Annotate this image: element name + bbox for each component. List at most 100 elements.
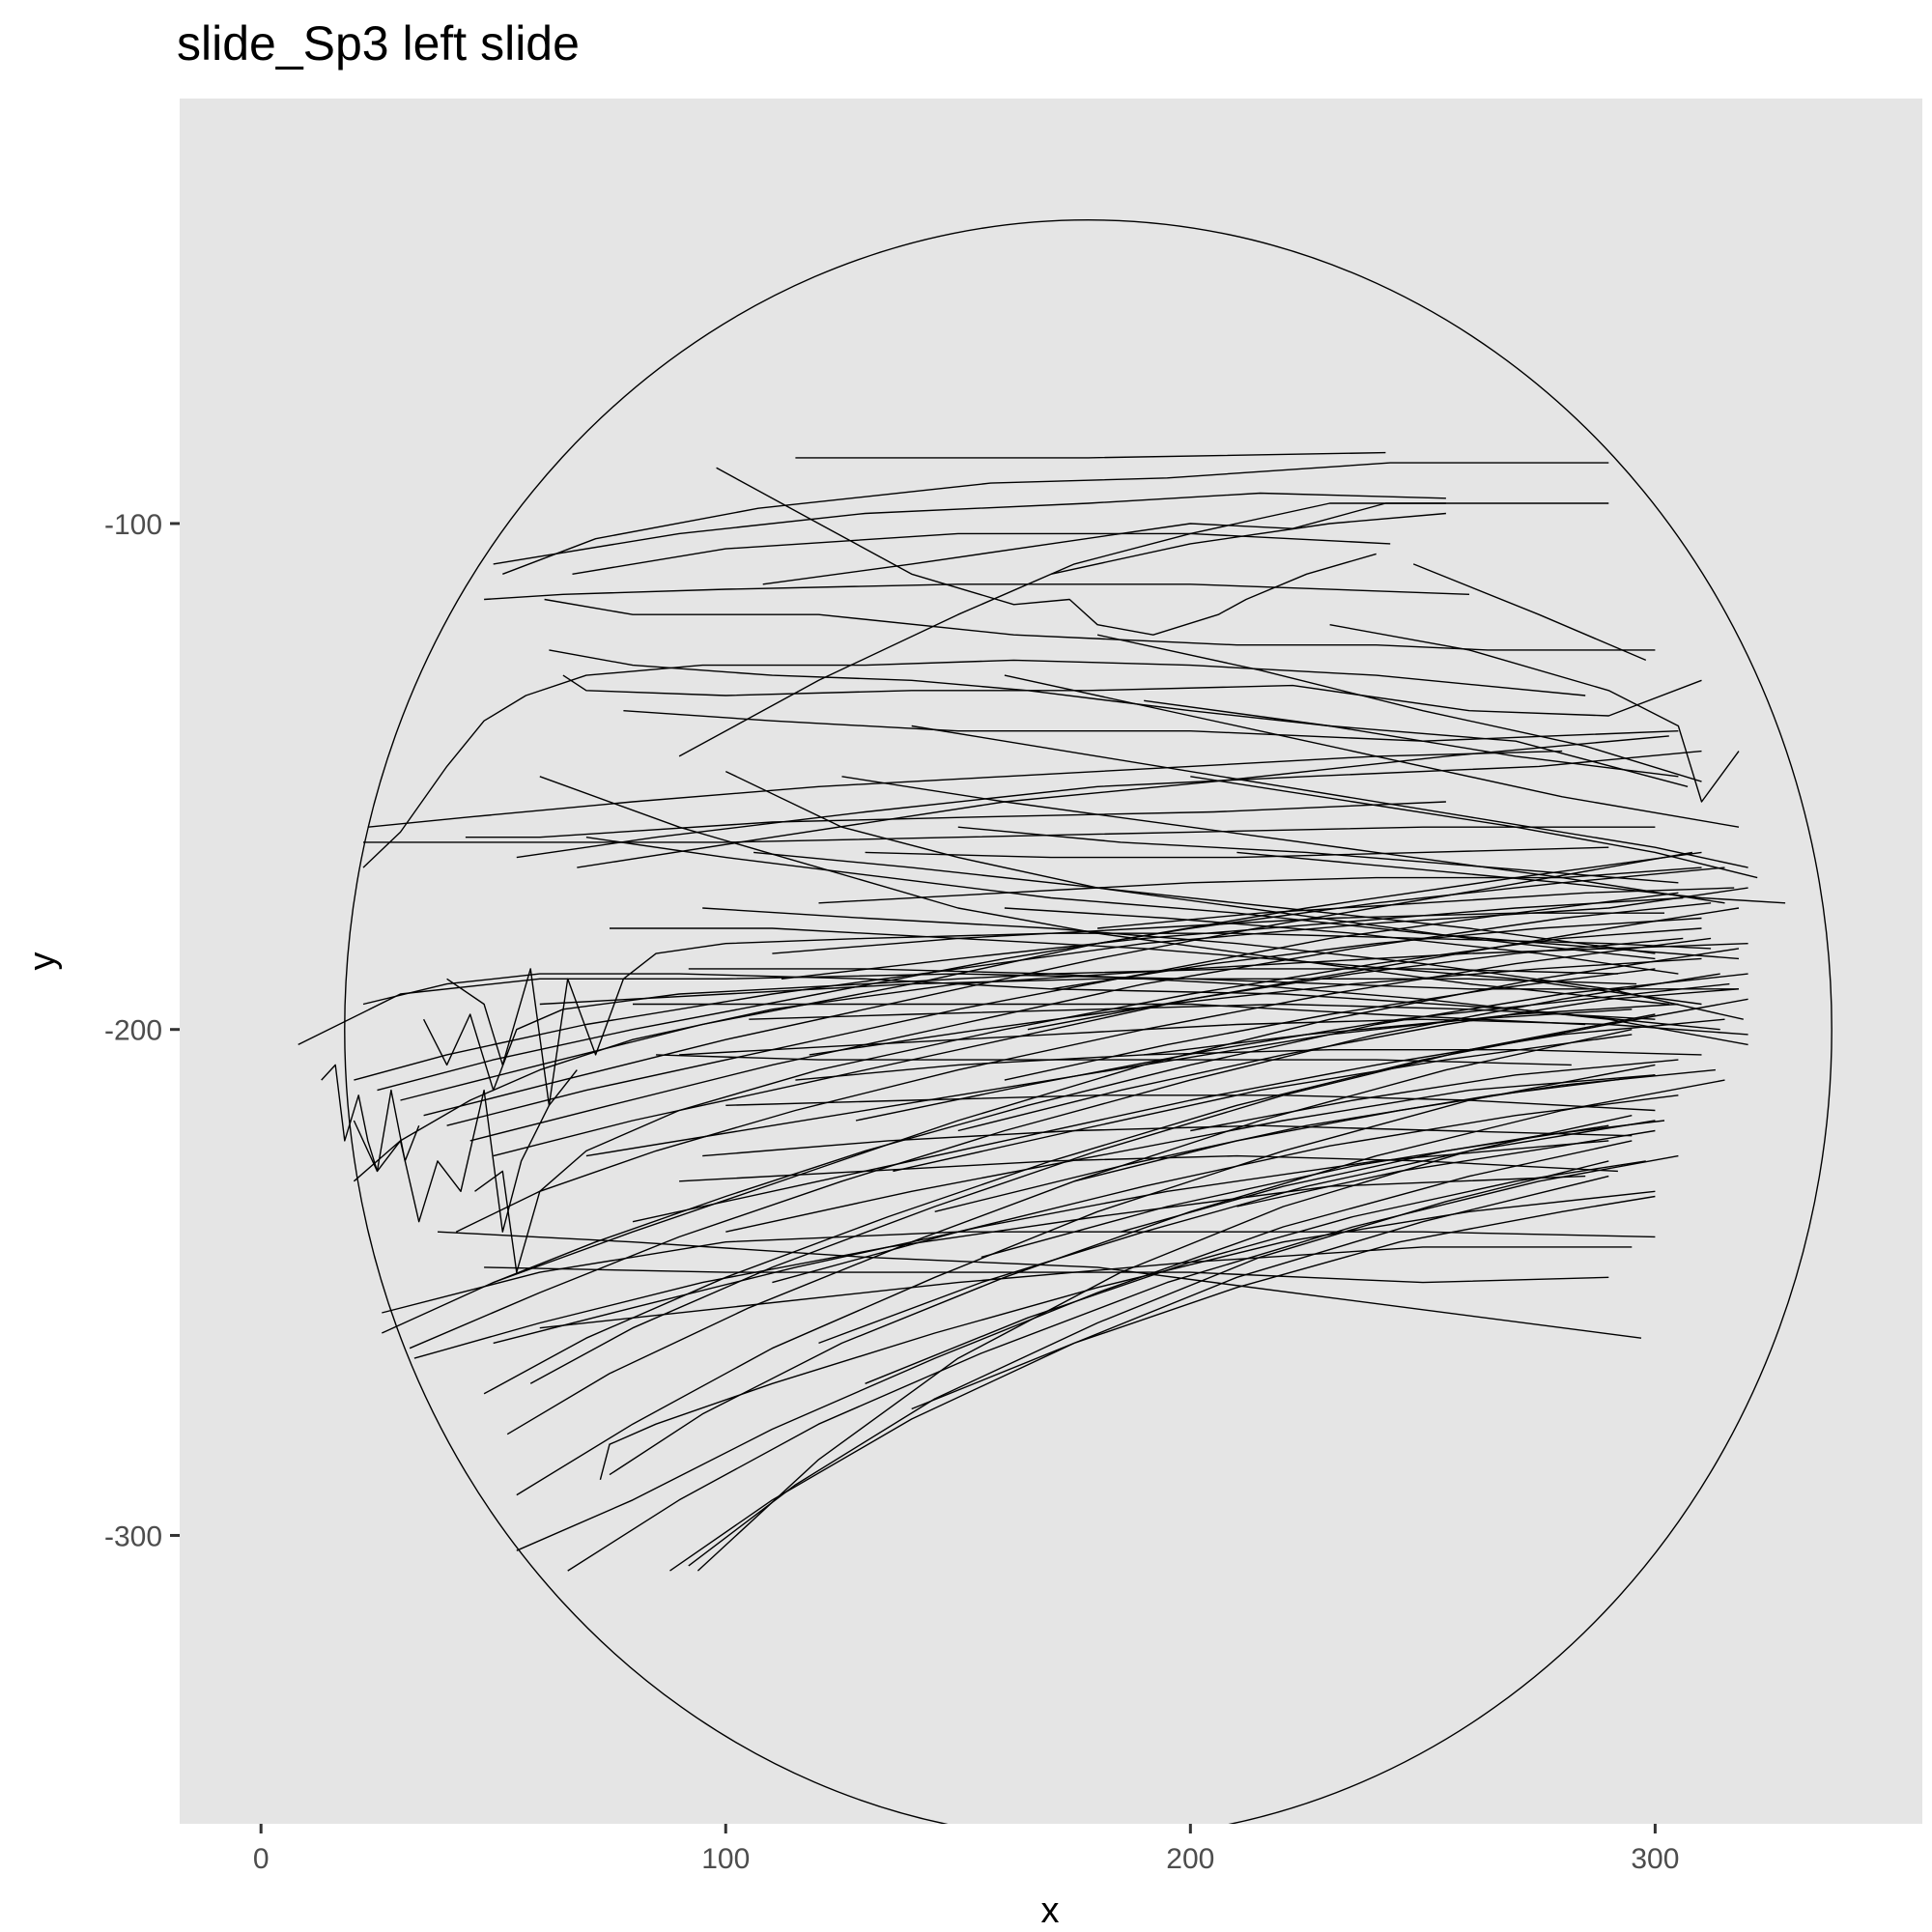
arena-circle (344, 219, 1833, 1824)
track-line (609, 1079, 1725, 1476)
track-line (493, 973, 1748, 1284)
track-line (1329, 624, 1740, 803)
track-line (1050, 917, 1702, 990)
track-line (539, 1246, 1633, 1329)
track-line (633, 1003, 1586, 1026)
track-line (423, 851, 1693, 1117)
track-line (367, 750, 1563, 828)
track-line (818, 867, 1702, 904)
track-line (539, 978, 1637, 1006)
track-line (363, 826, 1656, 843)
track-line (795, 451, 1386, 459)
x-axis: 0 100 200 300 (253, 1824, 1679, 1875)
track-line (818, 1120, 1656, 1345)
track-line (362, 973, 1720, 1031)
track-line (753, 851, 1656, 954)
chart-title: slide_Sp3 left slide (177, 16, 580, 71)
track-line (493, 907, 1740, 1157)
y-axis: -100 -200 -300 (104, 509, 180, 1552)
x-tick-label: 200 (1166, 1843, 1214, 1875)
track-line (678, 502, 1446, 757)
track-line (465, 801, 1446, 838)
track-line (516, 1064, 1656, 1496)
track-line (484, 583, 1470, 601)
track-line (502, 462, 1609, 575)
track-line (1096, 634, 1702, 782)
track-line (809, 957, 1702, 1056)
plot-panel (180, 99, 1922, 1824)
track-line (577, 735, 1669, 868)
track-line (795, 1049, 1702, 1081)
track-line (1050, 512, 1446, 575)
track-line (437, 1231, 1642, 1339)
track-line (544, 598, 1656, 651)
track-line (1004, 968, 1656, 1081)
track-line (841, 776, 1725, 904)
x-tick-label: 300 (1631, 1843, 1679, 1875)
track-line (562, 674, 1702, 717)
track-line (585, 1003, 1679, 1157)
y-tick-label: -300 (104, 1520, 162, 1552)
track-line (749, 1003, 1656, 1020)
track-line (1097, 887, 1735, 929)
track-line (781, 896, 1684, 980)
x-tick-label: 100 (701, 1843, 750, 1875)
track-line (539, 776, 1669, 1006)
track-line (702, 907, 1744, 1020)
track-line (623, 710, 1679, 742)
track-line (772, 1094, 1679, 1284)
x-tick-label: 0 (253, 1843, 270, 1875)
track-line (321, 1064, 420, 1173)
track-line (1412, 563, 1647, 662)
track-line (353, 1069, 578, 1233)
track-line (1190, 1059, 1679, 1132)
track-line (1144, 1009, 1633, 1056)
track-line (474, 927, 1702, 1273)
track-line (1004, 674, 1740, 828)
track-line (725, 1094, 1656, 1112)
track-line (762, 502, 1609, 585)
track-line (865, 1160, 1646, 1384)
track-line (516, 750, 1702, 859)
track-line (934, 1074, 1656, 1212)
data-layer (298, 219, 1833, 1824)
y-tick-label: -100 (104, 509, 162, 541)
track-line (422, 968, 1618, 1092)
track-line (957, 826, 1679, 884)
track-line (516, 1140, 1633, 1551)
track-line (599, 1190, 1656, 1480)
track-line (567, 1154, 1679, 1572)
track-line (980, 1120, 1665, 1259)
track-line (446, 932, 1712, 1106)
track-line (377, 867, 1725, 1092)
track-line (529, 1013, 1656, 1384)
track-line (572, 532, 1391, 575)
track-line (1027, 937, 1684, 1031)
track-line (362, 659, 1586, 868)
track-line (911, 724, 1748, 868)
y-axis-title: y (22, 952, 63, 971)
track-line (893, 1034, 1633, 1173)
track-line (1236, 851, 1786, 904)
track-line (1004, 907, 1679, 975)
track-line (632, 1018, 1725, 1223)
track-line (702, 1124, 1633, 1157)
track-line (911, 1195, 1656, 1410)
track-line (585, 837, 1740, 960)
track-line (1236, 1129, 1656, 1208)
track-line (446, 892, 1679, 1126)
track-line (716, 467, 1377, 636)
track-line (688, 1160, 1609, 1567)
track-line (725, 1074, 1656, 1233)
x-axis-title: x (1041, 1890, 1060, 1931)
track-line (679, 1018, 1748, 1056)
track-line (610, 927, 1702, 1006)
track-line (506, 1029, 1633, 1435)
track-line (298, 973, 1739, 1046)
track-line (493, 492, 1446, 565)
track-line (865, 846, 1609, 859)
track-line (1190, 776, 1758, 879)
track-line (353, 943, 1748, 1182)
track-line (1144, 699, 1679, 778)
